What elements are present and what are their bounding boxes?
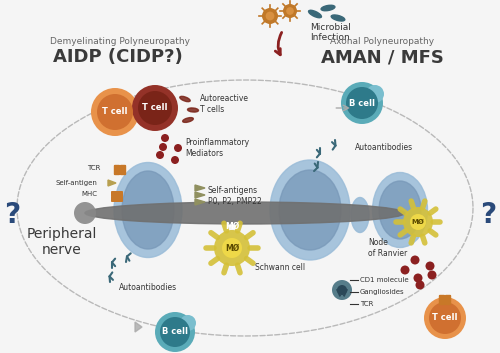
- Text: Peripheral
nerve: Peripheral nerve: [27, 227, 97, 257]
- Text: Axonal Polyneuropathy: Axonal Polyneuropathy: [330, 37, 434, 47]
- Circle shape: [97, 94, 133, 130]
- Circle shape: [400, 265, 409, 275]
- Circle shape: [74, 202, 96, 224]
- Text: TCR: TCR: [86, 165, 100, 171]
- Text: Demyelinating Polyneuropathy: Demyelinating Polyneuropathy: [50, 37, 190, 47]
- Polygon shape: [135, 322, 142, 332]
- Text: MØ: MØ: [225, 244, 239, 252]
- Ellipse shape: [372, 173, 428, 247]
- Ellipse shape: [182, 118, 194, 122]
- FancyBboxPatch shape: [112, 192, 122, 196]
- FancyBboxPatch shape: [440, 295, 444, 305]
- Ellipse shape: [270, 160, 350, 260]
- Ellipse shape: [308, 10, 322, 18]
- Circle shape: [159, 143, 167, 151]
- Circle shape: [156, 151, 164, 159]
- Circle shape: [283, 4, 297, 18]
- Polygon shape: [195, 199, 205, 205]
- Circle shape: [332, 280, 352, 300]
- Text: T cell: T cell: [142, 103, 168, 113]
- Text: AMAN / MFS: AMAN / MFS: [320, 48, 444, 66]
- Ellipse shape: [321, 5, 335, 11]
- Ellipse shape: [122, 171, 174, 249]
- Text: Autoantibodies: Autoantibodies: [119, 283, 177, 293]
- Text: Autoreactive
T cells: Autoreactive T cells: [200, 94, 249, 114]
- Circle shape: [337, 285, 347, 295]
- Circle shape: [346, 87, 378, 119]
- FancyBboxPatch shape: [120, 166, 126, 174]
- Ellipse shape: [114, 162, 182, 257]
- FancyBboxPatch shape: [446, 295, 450, 305]
- Circle shape: [138, 91, 172, 125]
- Text: AIDP (CIDP?): AIDP (CIDP?): [53, 48, 183, 66]
- Circle shape: [91, 88, 139, 136]
- Text: T cell: T cell: [432, 313, 458, 323]
- Circle shape: [174, 144, 182, 152]
- Text: ?: ?: [480, 201, 496, 229]
- Text: Proinflammatory
Mediators: Proinflammatory Mediators: [185, 138, 249, 158]
- Polygon shape: [195, 185, 205, 191]
- Text: B cell: B cell: [349, 98, 375, 108]
- FancyBboxPatch shape: [114, 166, 119, 174]
- Circle shape: [286, 7, 294, 15]
- Text: Self-antigens
P0, P2, PMP22: Self-antigens P0, P2, PMP22: [208, 186, 262, 206]
- Ellipse shape: [180, 96, 190, 102]
- Circle shape: [429, 302, 461, 334]
- Text: T cell: T cell: [102, 108, 128, 116]
- FancyBboxPatch shape: [112, 197, 122, 201]
- Ellipse shape: [85, 202, 405, 224]
- Text: B cell: B cell: [162, 328, 188, 336]
- Circle shape: [132, 85, 178, 131]
- Circle shape: [410, 214, 426, 230]
- Text: MØ: MØ: [225, 221, 239, 231]
- Circle shape: [171, 156, 179, 164]
- Polygon shape: [195, 192, 205, 198]
- Circle shape: [180, 315, 196, 331]
- Circle shape: [222, 238, 242, 258]
- Text: TCR: TCR: [360, 301, 374, 307]
- Ellipse shape: [351, 197, 369, 233]
- Text: Self-antigen: Self-antigen: [55, 180, 97, 186]
- Circle shape: [214, 230, 250, 266]
- Circle shape: [341, 82, 383, 124]
- Circle shape: [155, 312, 195, 352]
- Polygon shape: [108, 180, 116, 186]
- Circle shape: [266, 12, 274, 20]
- Circle shape: [403, 207, 433, 237]
- Circle shape: [366, 85, 384, 103]
- Ellipse shape: [379, 181, 421, 239]
- Circle shape: [161, 134, 169, 142]
- Text: MHC: MHC: [81, 191, 97, 197]
- Text: ?: ?: [4, 201, 20, 229]
- Text: Node
of Ranvier: Node of Ranvier: [368, 238, 407, 258]
- Text: MØ: MØ: [412, 219, 424, 225]
- Ellipse shape: [331, 15, 345, 21]
- Circle shape: [262, 8, 278, 24]
- Ellipse shape: [188, 108, 198, 112]
- Circle shape: [410, 256, 420, 264]
- Circle shape: [424, 297, 466, 339]
- Circle shape: [416, 281, 424, 289]
- Circle shape: [160, 317, 190, 347]
- Text: Gangliosides: Gangliosides: [360, 289, 405, 295]
- Circle shape: [428, 270, 436, 280]
- Circle shape: [414, 274, 422, 282]
- Circle shape: [426, 262, 434, 270]
- Ellipse shape: [279, 170, 341, 250]
- Text: Schwann cell: Schwann cell: [255, 263, 305, 271]
- Text: Microbial
Infection: Microbial Infection: [310, 23, 351, 42]
- Text: Autoantibodies: Autoantibodies: [355, 144, 413, 152]
- Text: CD1 molecule: CD1 molecule: [360, 277, 408, 283]
